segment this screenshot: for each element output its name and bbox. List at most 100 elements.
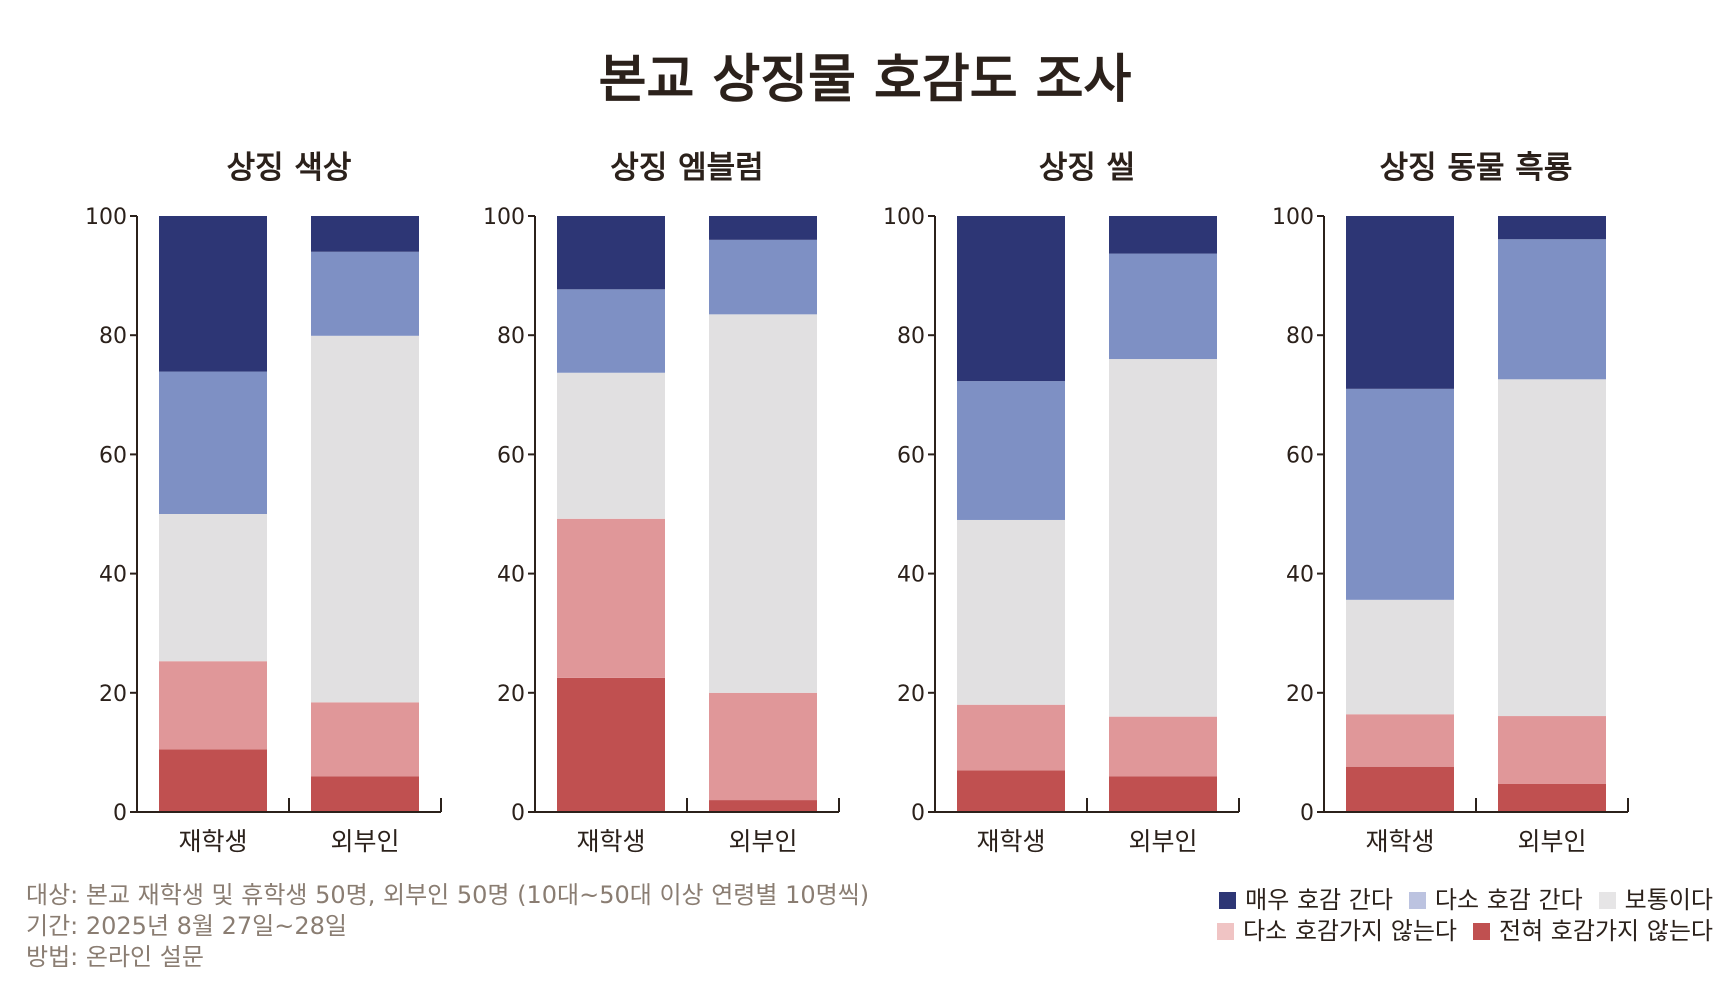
bar-segment bbox=[709, 800, 817, 812]
x-category-label: 재학생 bbox=[1365, 827, 1434, 856]
legend-swatch bbox=[1219, 892, 1237, 909]
chart-panel: 상징 색상 0 20 40 60 80 100 재학생 외부인 bbox=[85, 150, 442, 856]
y-tick-label: 0 bbox=[911, 801, 925, 826]
y-tick-label: 80 bbox=[99, 324, 127, 349]
bar-segment bbox=[159, 514, 267, 662]
legend-swatch bbox=[1598, 892, 1616, 909]
y-tick-label: 60 bbox=[897, 443, 925, 468]
chart-panel: 상징 씰 0 20 40 60 80 100 재학생 외부인 bbox=[883, 150, 1240, 856]
y-tick-label: 60 bbox=[497, 443, 525, 468]
legend-item-very-negative: 전혀 호감가지 않는다 bbox=[1473, 916, 1713, 947]
y-tick-label: 0 bbox=[511, 801, 525, 826]
bar-segment bbox=[159, 216, 267, 372]
legend-label: 다소 호감가지 않는다 bbox=[1243, 917, 1458, 945]
y-tick-label: 20 bbox=[99, 682, 127, 707]
y-tick-label: 80 bbox=[1286, 324, 1314, 349]
x-category-label: 재학생 bbox=[976, 827, 1045, 856]
bar-segment bbox=[1346, 388, 1454, 600]
legend-item-somewhat-positive: 다소 호감 간다 bbox=[1408, 885, 1583, 916]
bar-segment bbox=[311, 776, 419, 812]
bar-segment bbox=[1346, 766, 1454, 812]
y-tick-label: 100 bbox=[1272, 205, 1314, 230]
bar-segment bbox=[557, 518, 665, 678]
legend-item-neutral: 보통이다 bbox=[1598, 885, 1713, 916]
bar-segment bbox=[159, 371, 267, 514]
legend-row-1: 매우 호감 간다 다소 호감 간다 보통이다 bbox=[1201, 885, 1713, 916]
chart-panel: 상징 엠블럼 0 20 40 60 80 100 재학생 외부인 bbox=[483, 150, 840, 856]
bar-segment bbox=[1498, 216, 1606, 240]
y-tick-label: 80 bbox=[497, 324, 525, 349]
y-tick-label: 60 bbox=[1286, 443, 1314, 468]
footnote-target: 대상: 본교 재학생 및 휴학생 50명, 외부인 50명 (10대~50대 이… bbox=[26, 881, 870, 909]
y-tick-label: 20 bbox=[1286, 682, 1314, 707]
x-category-label: 외부인 bbox=[728, 827, 797, 856]
y-tick-label: 20 bbox=[497, 682, 525, 707]
legend-row-2: 다소 호감가지 않는다 전혀 호감가지 않는다 bbox=[1201, 916, 1713, 947]
bar-segment bbox=[1498, 783, 1606, 812]
bar-segment bbox=[1498, 716, 1606, 784]
panel-subtitle: 상징 동물 흑룡 bbox=[1380, 150, 1573, 186]
bar-segment bbox=[159, 749, 267, 812]
bar-segment bbox=[957, 216, 1065, 382]
y-tick-label: 0 bbox=[113, 801, 127, 826]
y-tick-label: 40 bbox=[497, 563, 525, 588]
bar-segment bbox=[709, 239, 817, 315]
panel-subtitle: 상징 색상 bbox=[227, 150, 352, 186]
bar-segment bbox=[709, 692, 817, 801]
y-tick-label: 20 bbox=[897, 682, 925, 707]
footnotes: 대상: 본교 재학생 및 휴학생 50명, 외부인 50명 (10대~50대 이… bbox=[26, 880, 869, 973]
bar-segment bbox=[1109, 253, 1217, 360]
y-tick-label: 40 bbox=[897, 563, 925, 588]
bar-segment bbox=[1346, 216, 1454, 389]
bar-segment bbox=[557, 216, 665, 290]
y-tick-label: 100 bbox=[85, 205, 127, 230]
bar-segment bbox=[957, 381, 1065, 520]
legend-label: 전혀 호감가지 않는다 bbox=[1499, 917, 1713, 945]
legend-swatch bbox=[1217, 923, 1235, 940]
legend-swatch bbox=[1408, 892, 1426, 909]
y-tick-label: 60 bbox=[99, 443, 127, 468]
bar-segment bbox=[957, 704, 1065, 771]
y-tick-label: 100 bbox=[483, 205, 525, 230]
bar-segment bbox=[709, 314, 817, 693]
legend-item-somewhat-negative: 다소 호감가지 않는다 bbox=[1217, 916, 1457, 947]
y-tick-label: 40 bbox=[99, 563, 127, 588]
bar-segment bbox=[1346, 714, 1454, 767]
bar-segment bbox=[957, 519, 1065, 705]
chart-panel: 상징 동물 흑룡 0 20 40 60 80 100 재학생 외부인 bbox=[1272, 150, 1629, 856]
y-tick-label: 0 bbox=[1300, 801, 1314, 826]
y-tick-label: 80 bbox=[897, 324, 925, 349]
x-category-label: 외부인 bbox=[1517, 827, 1586, 856]
bar-segment bbox=[311, 702, 419, 777]
bar-segment bbox=[1109, 216, 1217, 254]
bar-segment bbox=[311, 216, 419, 252]
bar-segment bbox=[709, 216, 817, 240]
bar-segment bbox=[311, 251, 419, 336]
bar-segment bbox=[1109, 776, 1217, 812]
bar-segment bbox=[1498, 379, 1606, 717]
x-category-label: 재학생 bbox=[178, 827, 247, 856]
bar-segment bbox=[1498, 239, 1606, 380]
bar-segment bbox=[557, 289, 665, 373]
y-tick-label: 100 bbox=[883, 205, 925, 230]
x-category-label: 재학생 bbox=[576, 827, 645, 856]
bar-segment bbox=[311, 335, 419, 703]
legend: 매우 호감 간다 다소 호감 간다 보통이다 다소 호감가지 않는다 전혀 호감… bbox=[1201, 885, 1713, 947]
bar-segment bbox=[1109, 716, 1217, 777]
footnote-period: 기간: 2025년 8월 27일~28일 bbox=[26, 912, 347, 940]
panel-subtitle: 상징 엠블럼 bbox=[610, 150, 763, 186]
panel-subtitle: 상징 씰 bbox=[1039, 150, 1135, 186]
x-category-label: 외부인 bbox=[1128, 827, 1197, 856]
bar-segment bbox=[557, 677, 665, 812]
x-category-label: 외부인 bbox=[330, 827, 399, 856]
legend-label: 다소 호감 간다 bbox=[1434, 886, 1583, 914]
legend-label: 보통이다 bbox=[1624, 886, 1713, 914]
legend-label: 매우 호감 간다 bbox=[1245, 886, 1393, 914]
bar-segment bbox=[1346, 599, 1454, 715]
bar-segment bbox=[1109, 359, 1217, 717]
bar-segment bbox=[159, 661, 267, 750]
bar-segment bbox=[557, 372, 665, 519]
footnote-method: 방법: 온라인 설문 bbox=[26, 943, 204, 971]
chart-title: 본교 상징물 호감도 조사 bbox=[599, 50, 1132, 110]
